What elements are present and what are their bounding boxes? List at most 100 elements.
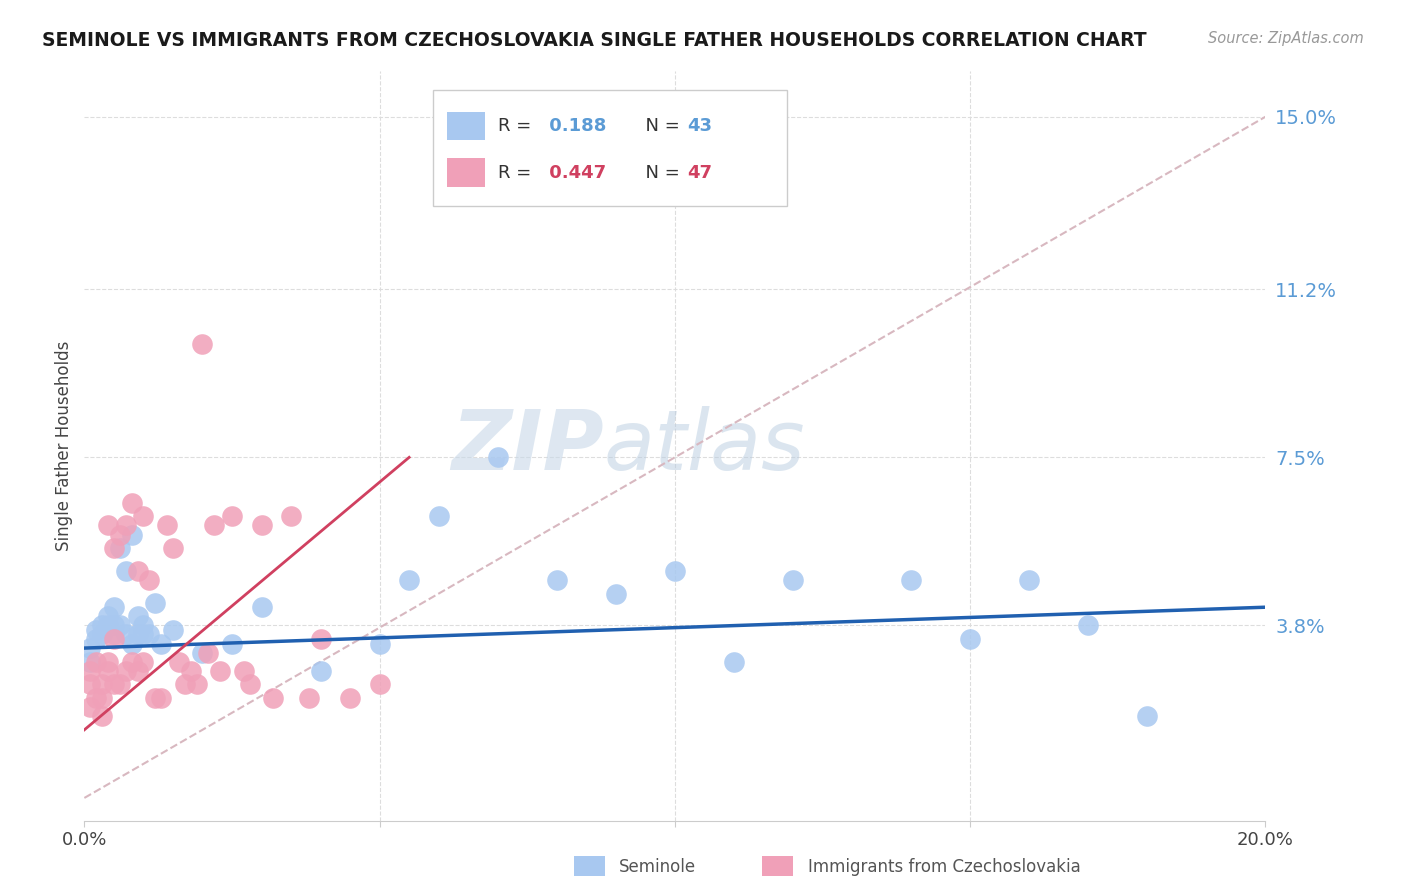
Point [209, 664, 232, 678]
Point [79, 700, 101, 714]
Point [368, 677, 391, 691]
Point [127, 664, 149, 678]
Point [79, 664, 101, 678]
Point [280, 509, 302, 524]
Point [97, 618, 120, 632]
Text: Source: ZipAtlas.com: Source: ZipAtlas.com [1208, 31, 1364, 46]
Point [84, 655, 107, 669]
Point [108, 541, 131, 556]
Point [309, 632, 332, 646]
FancyBboxPatch shape [433, 90, 787, 206]
Point [156, 518, 179, 533]
Point [368, 636, 391, 650]
Point [91, 618, 114, 632]
Point [127, 564, 149, 578]
Point [79, 655, 101, 669]
Point [221, 509, 243, 524]
Point [309, 664, 332, 678]
Point [103, 600, 125, 615]
Point [173, 677, 195, 691]
Point [250, 600, 273, 615]
Text: 43: 43 [686, 117, 711, 135]
Point [121, 527, 143, 541]
Point [197, 646, 219, 660]
Point [103, 627, 125, 641]
Point [191, 336, 214, 351]
Point [121, 496, 143, 510]
Point [250, 518, 273, 533]
Point [232, 664, 254, 678]
Point [959, 632, 981, 646]
Point [138, 573, 160, 587]
Point [97, 609, 120, 624]
Point [664, 564, 686, 578]
Point [262, 691, 284, 706]
Point [121, 655, 143, 669]
Point [339, 691, 361, 706]
Point [1018, 573, 1040, 587]
Point [127, 609, 149, 624]
Point [1136, 709, 1159, 723]
Point [162, 541, 184, 556]
Point [91, 691, 114, 706]
Point [121, 636, 143, 650]
Point [91, 627, 114, 641]
Point [398, 573, 420, 587]
Point [84, 632, 107, 646]
Point [103, 677, 125, 691]
Point [605, 586, 627, 600]
Point [84, 691, 107, 706]
Point [900, 573, 922, 587]
Point [138, 627, 160, 641]
Point [103, 618, 125, 632]
Text: R =: R = [498, 163, 537, 181]
Point [132, 655, 155, 669]
Point [782, 573, 804, 587]
Text: Immigrants from Czechoslovakia: Immigrants from Czechoslovakia [808, 858, 1081, 876]
Point [298, 691, 321, 706]
Point [239, 677, 262, 691]
Point [79, 641, 101, 656]
Point [1077, 618, 1099, 632]
Point [114, 564, 136, 578]
Point [132, 509, 155, 524]
Point [427, 509, 450, 524]
Point [162, 623, 184, 637]
Point [221, 636, 243, 650]
Point [191, 646, 214, 660]
Text: 0.447: 0.447 [543, 163, 606, 181]
Point [167, 655, 190, 669]
Y-axis label: Single Father Households: Single Father Households [55, 341, 73, 551]
Point [108, 527, 131, 541]
Point [114, 627, 136, 641]
Point [486, 450, 509, 465]
Point [127, 627, 149, 641]
Point [91, 709, 114, 723]
Point [546, 573, 568, 587]
Text: 0.188: 0.188 [543, 117, 606, 135]
Point [91, 677, 114, 691]
Point [97, 655, 120, 669]
Point [114, 664, 136, 678]
Point [79, 677, 101, 691]
Text: R =: R = [498, 117, 537, 135]
Text: 47: 47 [686, 163, 711, 181]
Point [143, 596, 166, 610]
Point [103, 632, 125, 646]
Point [108, 677, 131, 691]
Point [202, 518, 225, 533]
Point [143, 691, 166, 706]
Text: N =: N = [634, 117, 685, 135]
FancyBboxPatch shape [447, 112, 485, 140]
Point [84, 623, 107, 637]
Point [180, 664, 202, 678]
Text: Seminole: Seminole [619, 858, 696, 876]
Point [132, 627, 155, 641]
Text: SEMINOLE VS IMMIGRANTS FROM CZECHOSLOVAKIA SINGLE FATHER HOUSEHOLDS CORRELATION : SEMINOLE VS IMMIGRANTS FROM CZECHOSLOVAK… [42, 31, 1147, 50]
Point [150, 636, 173, 650]
Text: ZIP: ZIP [451, 406, 605, 486]
FancyBboxPatch shape [447, 158, 485, 187]
Point [723, 655, 745, 669]
Point [97, 518, 120, 533]
Point [132, 618, 155, 632]
